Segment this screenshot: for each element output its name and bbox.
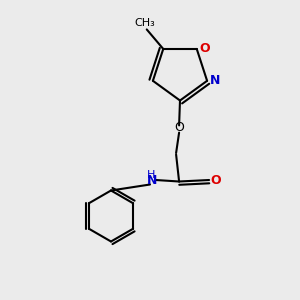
Text: O: O [199, 42, 210, 55]
Text: CH₃: CH₃ [135, 18, 156, 28]
Text: O: O [211, 173, 221, 187]
Text: N: N [147, 173, 157, 187]
Text: N: N [210, 74, 220, 87]
Text: H: H [147, 169, 155, 180]
Text: O: O [174, 121, 184, 134]
